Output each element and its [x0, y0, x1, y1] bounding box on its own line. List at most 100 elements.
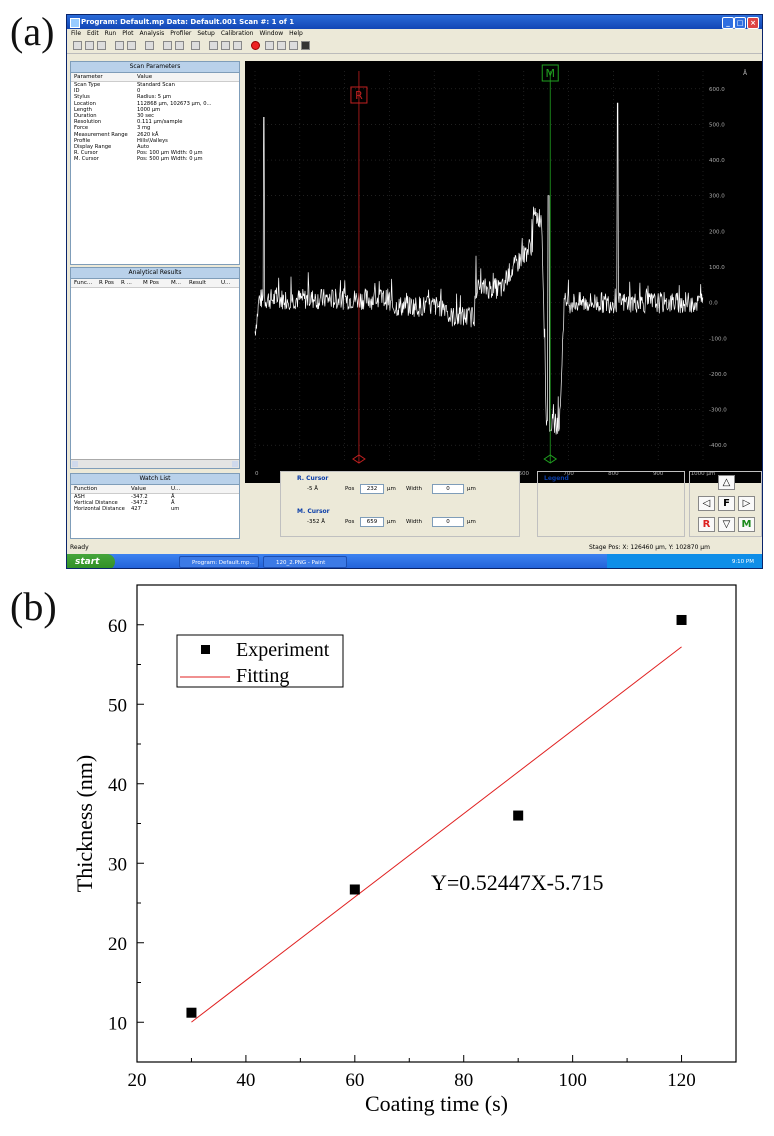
- profiler-window: Program: Default.mp Data: Default.001 Sc…: [66, 14, 763, 569]
- report-icon[interactable]: [265, 41, 274, 50]
- m-cursor-bottom-icon[interactable]: [543, 454, 558, 464]
- watch-cell: -347.2: [131, 500, 148, 507]
- close-button[interactable]: ×: [747, 17, 759, 29]
- parameter-name: R. Cursor: [74, 150, 98, 157]
- document-icon[interactable]: [145, 41, 154, 50]
- profile-y-tick-label: -400.0: [709, 443, 727, 449]
- menu-item[interactable]: Plot: [122, 30, 134, 37]
- grid-icon[interactable]: [301, 41, 310, 50]
- window-title: Program: Default.mp Data: Default.001 Sc…: [81, 18, 295, 26]
- nav-left-button[interactable]: ◁: [698, 496, 715, 511]
- taskbar-paint-item[interactable]: 120_2.PNG - Paint: [263, 556, 347, 568]
- watch-column-header: U...: [171, 486, 181, 492]
- scroll-right-icon[interactable]: [232, 461, 238, 467]
- edit-icon[interactable]: [115, 41, 124, 50]
- scroll-left-icon[interactable]: [72, 461, 78, 467]
- taskbar: start Program: Default.mp... 120_2.PNG -…: [67, 554, 762, 568]
- menu-item[interactable]: Setup: [197, 30, 215, 37]
- parameter-value: Auto: [137, 143, 150, 150]
- parameter-name: M. Cursor: [74, 156, 99, 163]
- r-width-label: Width: [406, 486, 422, 492]
- level-icon[interactable]: [163, 41, 172, 50]
- menu-item[interactable]: Window: [259, 30, 284, 37]
- r-cursor-value: -5 Å: [307, 486, 318, 492]
- y-tick-label: 10: [108, 1013, 127, 1034]
- taskbar-program-item[interactable]: Program: Default.mp...: [179, 556, 259, 568]
- nav-right-button[interactable]: ▷: [738, 496, 755, 511]
- m-pos-input[interactable]: 659: [360, 517, 384, 527]
- profile-y-tick-label: 400.0: [709, 158, 725, 164]
- r-cursor-button[interactable]: R: [698, 517, 715, 532]
- m-cursor-button[interactable]: M: [738, 517, 755, 532]
- parameter-row: M. Cursor Pos: 500 µm Width: 0 µm: [71, 156, 239, 162]
- r-cursor-bottom-icon[interactable]: [352, 454, 366, 464]
- parameter-name: Length: [74, 106, 92, 113]
- stage-position: Stage Pos: X: 126460 µm, Y: 102870 µm: [589, 544, 710, 551]
- parameter-value: Pos: 500 µm Width: 0 µm: [137, 156, 203, 163]
- profile-y-tick-label: -300.0: [709, 408, 727, 414]
- param-column-header: Parameter: [74, 74, 103, 80]
- menu-item[interactable]: Profiler: [170, 30, 192, 37]
- horizontal-scrollbar[interactable]: [71, 459, 239, 468]
- y-tick-label: 20: [108, 934, 127, 955]
- legend-title: Legend: [544, 475, 569, 482]
- start-button[interactable]: start: [67, 554, 115, 568]
- display-icon[interactable]: [191, 41, 200, 50]
- tools-icon[interactable]: [289, 41, 298, 50]
- parameter-name: Profile: [74, 137, 91, 144]
- menu-item[interactable]: Run: [104, 30, 117, 37]
- save-icon[interactable]: [97, 41, 106, 50]
- watch-row: Vertical Distance -347.2 Å: [71, 500, 239, 506]
- y-tick-label: 50: [108, 695, 127, 716]
- watch-row: Horizontal Distance 427 um: [71, 506, 239, 512]
- parameter-value: Standard Scan: [137, 82, 175, 88]
- maximize-button[interactable]: □: [734, 17, 746, 29]
- m-cursor-handle[interactable]: [541, 64, 559, 82]
- parameter-value: Pos: 100 µm Width: 0 µm: [137, 150, 203, 157]
- results-column-header: U...: [221, 280, 231, 286]
- focus-button[interactable]: F: [718, 496, 735, 511]
- parameter-name: Measurement Range: [74, 131, 128, 138]
- nav-up-button[interactable]: △: [718, 475, 735, 490]
- results-column-header: M Pos: [143, 280, 159, 286]
- menu-item[interactable]: Edit: [87, 30, 99, 37]
- r-cursor-handle[interactable]: [350, 86, 368, 104]
- results-column-header: R Pos: [99, 280, 114, 286]
- m-width-input[interactable]: 0: [432, 517, 464, 527]
- new-file-icon[interactable]: [73, 41, 82, 50]
- profile-x-tick-label: 1000 µm: [691, 471, 716, 477]
- menu-item[interactable]: Analysis: [139, 30, 165, 37]
- system-tray: 9:10 PM: [607, 554, 762, 568]
- step-up-icon[interactable]: [209, 41, 218, 50]
- parameter-row: Display Range Auto: [71, 144, 239, 150]
- minimize-button[interactable]: _: [722, 17, 734, 29]
- profile-unit-label: Å: [743, 70, 748, 77]
- watch-cell: -347.2: [131, 494, 148, 500]
- menu-item[interactable]: Calibration: [220, 30, 254, 37]
- export-icon[interactable]: [277, 41, 286, 50]
- parameter-name: Stylus: [74, 94, 90, 101]
- legend-box: [176, 634, 344, 688]
- filter-icon[interactable]: [233, 41, 242, 50]
- print-icon[interactable]: [127, 41, 136, 50]
- parameter-name: Resolution: [74, 119, 102, 126]
- open-folder-icon[interactable]: [85, 41, 94, 50]
- step-down-icon[interactable]: [221, 41, 230, 50]
- nav-down-button[interactable]: ▽: [718, 517, 735, 532]
- analytical-results-column-headers: Func... R Pos R ... M Pos M... Result U...: [71, 279, 239, 288]
- menu-item[interactable]: Help: [289, 30, 303, 37]
- parameter-value: Radius: 5 µm: [137, 94, 172, 101]
- r-pos-input[interactable]: 232: [360, 484, 384, 494]
- experiment-point: [349, 884, 360, 895]
- parameter-row: Location 112868 µm, 102673 µm, 0...: [71, 101, 239, 107]
- x-axis-label: Coating time (s): [365, 1091, 508, 1116]
- y-tick-label: 30: [108, 854, 127, 875]
- parameter-row: Duration 30 sec: [71, 113, 239, 119]
- r-width-input[interactable]: 0: [432, 484, 464, 494]
- curve-icon[interactable]: [175, 41, 184, 50]
- profile-plot[interactable]: 600.0 500.0 400.0 300.0 200.0 100.0 0.0 -100.0 -…: [245, 61, 762, 483]
- stop-icon[interactable]: [251, 41, 260, 50]
- experiment-point: [513, 810, 524, 821]
- value-column-header: Value: [137, 74, 153, 80]
- menu-item[interactable]: File: [71, 30, 82, 37]
